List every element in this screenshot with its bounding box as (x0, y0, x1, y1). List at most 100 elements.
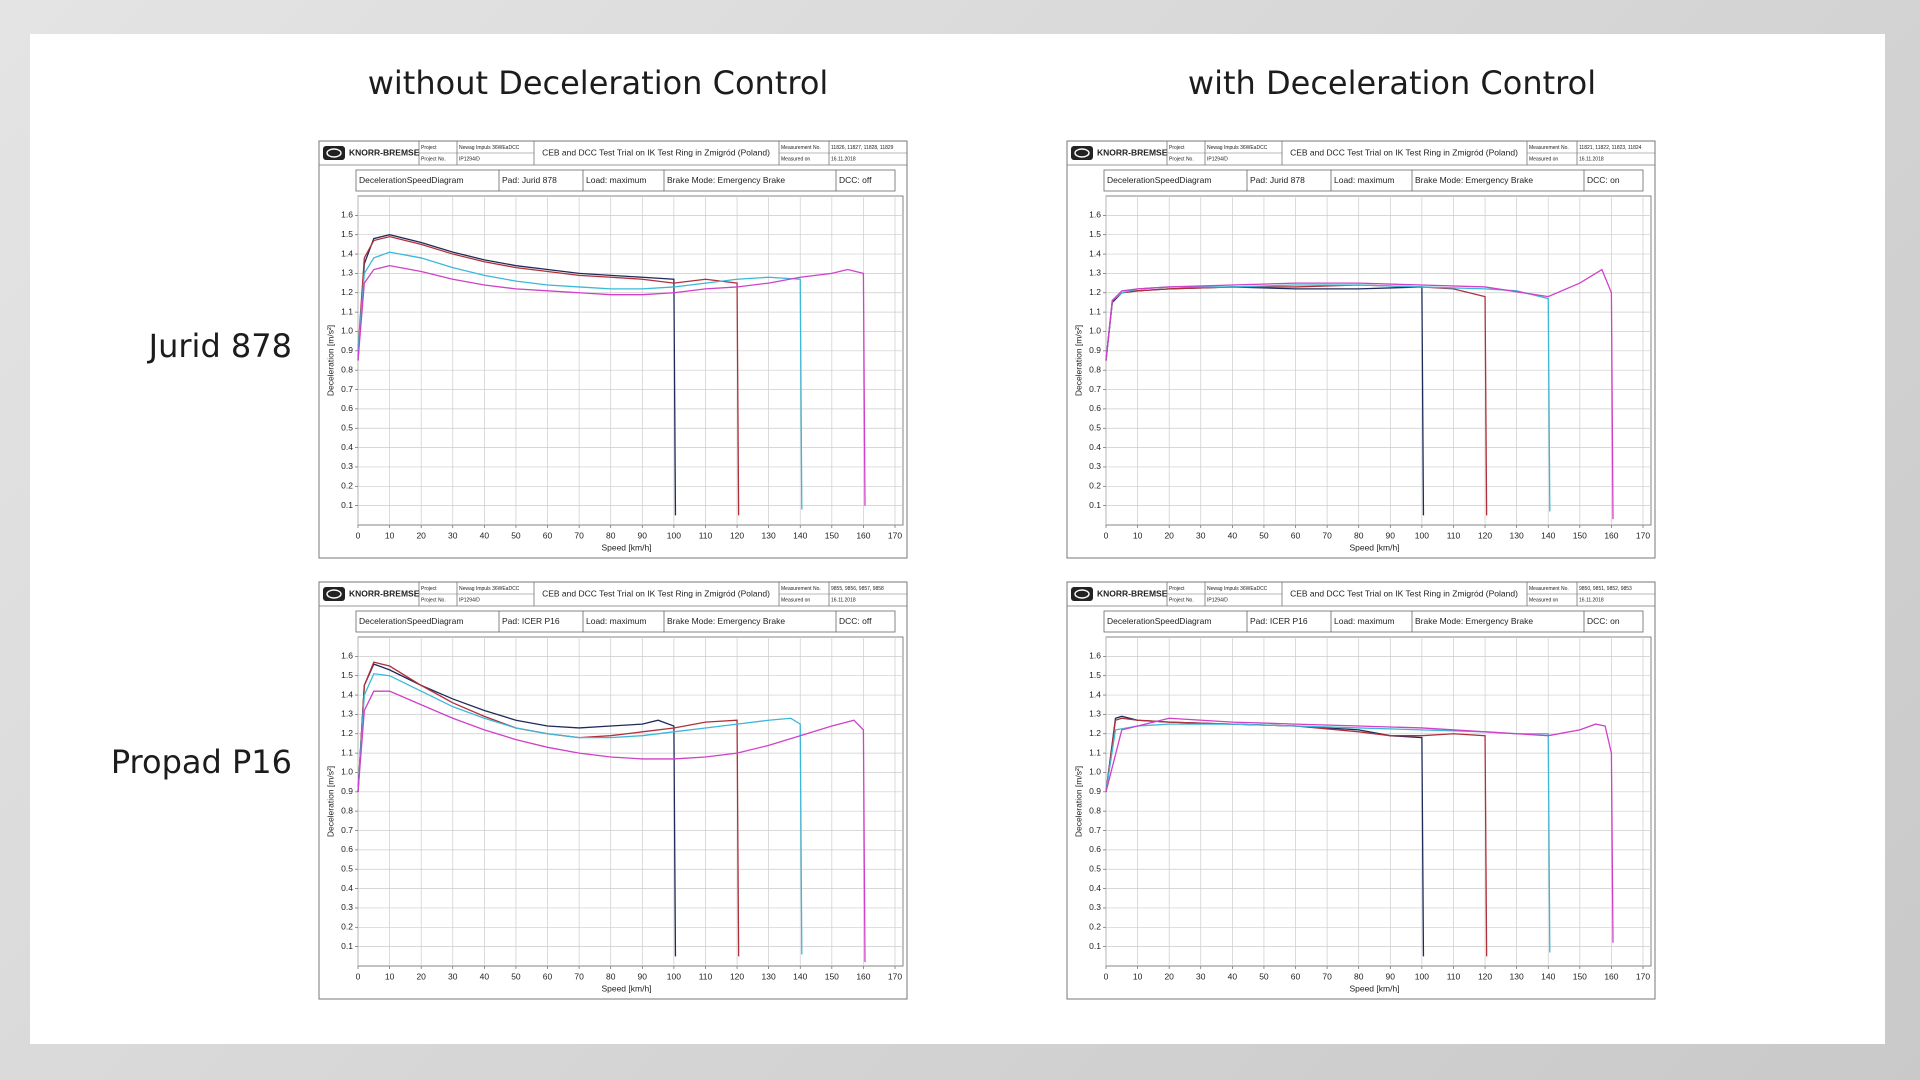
logo-badge (1071, 146, 1093, 160)
y-tick-label: 0.2 (1089, 481, 1101, 491)
x-tick-label: 20 (416, 530, 426, 540)
x-tick-label: 40 (480, 530, 490, 540)
y-tick-label: 1.5 (1089, 229, 1101, 239)
header-label: Project No. (421, 597, 446, 603)
x-tick-label: 30 (1196, 530, 1206, 540)
header-label: Measurement No. (781, 586, 821, 592)
y-tick-label: 0.8 (341, 805, 353, 815)
x-tick-label: 0 (1104, 530, 1109, 540)
x-tick-label: 10 (1133, 530, 1143, 540)
header-label: Project No. (421, 156, 446, 162)
x-tick-label: 10 (385, 530, 395, 540)
x-tick-label: 140 (793, 530, 807, 540)
x-tick-label: 170 (1636, 971, 1650, 981)
header-value: 16.11.2018 (831, 156, 856, 162)
y-tick-label: 0.7 (341, 825, 353, 835)
header-value: 9850, 9851, 9852, 9853 (1579, 586, 1632, 592)
x-axis-label: Speed [km/h] (601, 542, 651, 552)
x-tick-label: 70 (574, 971, 584, 981)
series-line (357, 663, 677, 957)
y-tick-label: 0.8 (341, 364, 353, 374)
header-value: 11821, 11822, 11823, 11824 (1579, 145, 1642, 151)
series-line (357, 265, 866, 506)
x-tick-label: 120 (1478, 530, 1492, 540)
y-tick-label: 0.5 (341, 422, 353, 432)
x-tick-label: 140 (793, 971, 807, 981)
header-value: Newag Impuls 36WEaDCC (459, 145, 520, 151)
chart: KNORR-BREMSE Project Newag Impuls 36WEaDCC… (1066, 581, 1656, 1000)
x-tick-label: 80 (606, 530, 616, 540)
info-text: DCC: off (839, 175, 872, 185)
header-value: IP1294/D (459, 597, 480, 603)
x-tick-label: 10 (1133, 971, 1143, 981)
series-line (357, 234, 677, 516)
x-tick-label: 140 (1541, 971, 1555, 981)
x-tick-label: 90 (638, 971, 648, 981)
x-tick-label: 30 (448, 971, 458, 981)
x-tick-label: 60 (543, 971, 553, 981)
info-box (1103, 169, 1644, 192)
y-tick-label: 0.4 (1089, 442, 1101, 452)
column-title: without Deceleration Control (368, 64, 829, 102)
y-tick-label: 0.9 (341, 345, 353, 355)
chart: KNORR-BREMSE Project Newag Impuls 36WEaDCC… (318, 581, 908, 1000)
info-text: Pad: ICER P16 (502, 616, 560, 626)
x-tick-label: 90 (1386, 971, 1396, 981)
header-label: Measurement No. (781, 145, 821, 151)
y-tick-label: 1.2 (341, 287, 353, 297)
x-tick-label: 30 (1196, 971, 1206, 981)
y-axis-label: Deceleration [m/s²] (1073, 325, 1083, 396)
y-tick-label: 0.6 (341, 844, 353, 854)
x-axis-label: Speed [km/h] (1349, 542, 1399, 552)
y-tick-label: 1.6 (341, 210, 353, 220)
info-box (355, 169, 896, 192)
x-tick-label: 50 (511, 530, 521, 540)
info-text: Brake Mode: Emergency Brake (1415, 616, 1533, 626)
y-tick-label: 1.1 (341, 306, 353, 316)
x-tick-label: 130 (762, 530, 776, 540)
x-tick-label: 150 (825, 971, 839, 981)
info-text: Load: maximum (1334, 616, 1394, 626)
x-tick-label: 50 (1259, 971, 1269, 981)
x-tick-label: 100 (667, 530, 681, 540)
y-axis-label: Deceleration [m/s²] (325, 325, 335, 396)
series-line (1105, 268, 1614, 520)
y-axis-label: Deceleration [m/s²] (1073, 766, 1083, 837)
header-value: 11826, 11827, 11828, 11829 (831, 145, 894, 151)
x-tick-label: 160 (856, 971, 870, 981)
series-line (1105, 717, 1614, 943)
x-tick-label: 170 (888, 530, 902, 540)
y-tick-label: 0.1 (341, 500, 353, 510)
x-tick-label: 10 (385, 971, 395, 981)
series-line (357, 251, 803, 510)
logo-mark (326, 148, 342, 158)
x-tick-label: 110 (1447, 971, 1461, 981)
info-text: Load: maximum (586, 175, 646, 185)
header-label: Project (1169, 145, 1185, 151)
y-tick-label: 1.0 (341, 326, 353, 336)
y-tick-label: 1.4 (1089, 689, 1101, 699)
header-label: Measured on (781, 597, 810, 603)
series-line (357, 235, 740, 516)
header-value: 16.11.2018 (831, 597, 856, 603)
header-value: 16.11.2018 (1579, 156, 1604, 162)
x-tick-label: 110 (1447, 530, 1461, 540)
y-tick-label: 0.7 (1089, 825, 1101, 835)
header-label: Project No. (1169, 597, 1194, 603)
y-tick-label: 0.1 (1089, 941, 1101, 951)
row-label: Propad P16 (111, 743, 292, 781)
plot-area (1105, 636, 1652, 967)
x-tick-label: 160 (1604, 971, 1618, 981)
y-tick-label: 0.3 (1089, 461, 1101, 471)
header-title: CEB and DCC Test Trial on IK Test Ring i… (1290, 147, 1518, 157)
y-tick-label: 1.1 (1089, 306, 1101, 316)
x-tick-label: 130 (1510, 971, 1524, 981)
y-tick-label: 1.4 (341, 689, 353, 699)
info-text: DecelerationSpeedDiagram (1107, 616, 1211, 626)
x-tick-label: 110 (699, 971, 713, 981)
x-tick-label: 120 (730, 530, 744, 540)
header-value: 16.11.2018 (1579, 597, 1604, 603)
y-tick-label: 1.1 (1089, 747, 1101, 757)
y-tick-label: 1.2 (1089, 728, 1101, 738)
